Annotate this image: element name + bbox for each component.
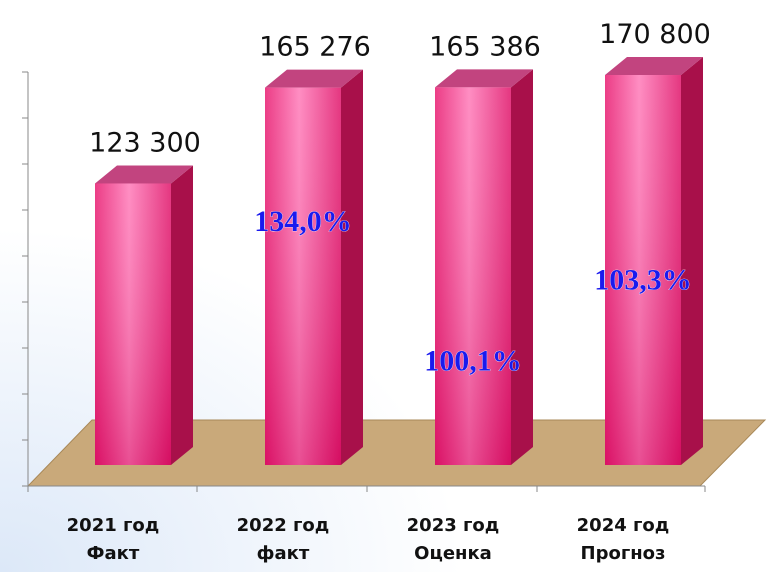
growth-label: 134,0%: [254, 205, 352, 238]
bar-top: [435, 69, 533, 88]
bar-shade: [95, 183, 171, 465]
growth-label: 103,3%: [594, 264, 692, 297]
x-tick-label: факт: [257, 543, 310, 564]
bar-top: [605, 57, 703, 76]
growth-label: 100,1%: [424, 345, 522, 378]
bar-side: [171, 165, 193, 465]
x-tick-label: Факт: [87, 543, 140, 564]
x-tick-label: 2024 год: [577, 515, 670, 536]
bar-shade: [265, 87, 341, 465]
bar-side: [681, 57, 703, 466]
value-label: 123 300: [89, 127, 201, 158]
x-tick-label: Оценка: [414, 543, 492, 564]
x-tick-label: 2023 год: [407, 515, 500, 536]
x-tick-label: Прогноз: [581, 543, 666, 564]
value-label: 165 276: [259, 32, 371, 63]
x-tick-label: 2021 год: [67, 515, 160, 536]
bar-top: [95, 165, 193, 184]
x-tick-label: 2022 год: [237, 515, 330, 536]
bar-side: [341, 69, 363, 465]
bar-shade: [435, 87, 511, 465]
value-label: 170 800: [599, 19, 711, 50]
value-label: 165 386: [429, 31, 541, 62]
bar-side: [511, 69, 533, 465]
bar-shade: [605, 75, 681, 466]
bar-top: [265, 69, 363, 88]
